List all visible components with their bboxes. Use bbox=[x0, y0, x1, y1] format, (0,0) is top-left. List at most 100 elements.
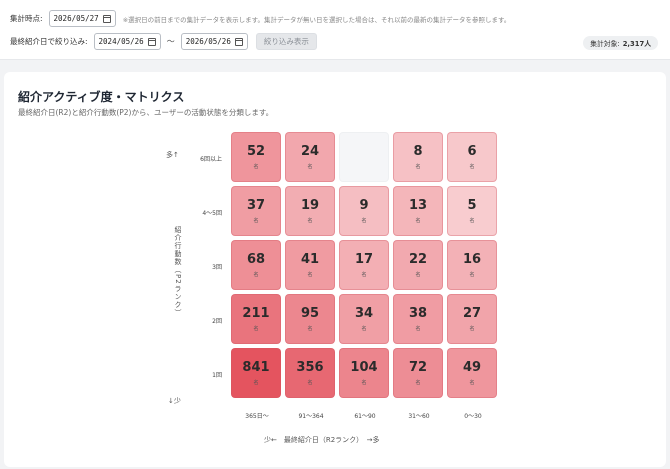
matrix-cell[interactable]: 17 名 bbox=[339, 240, 389, 290]
cell-unit: 名 bbox=[415, 380, 421, 386]
cell-unit: 名 bbox=[415, 218, 421, 224]
filter-panel: 集計時点: 2026/05/27 ※選択日の前日までの集計データを表示します。集… bbox=[0, 0, 670, 60]
cell-count: 34 bbox=[354, 306, 374, 321]
cell-count: 49 bbox=[462, 360, 482, 375]
calendar-icon[interactable] bbox=[234, 37, 243, 46]
as-of-row: 集計時点: 2026/05/27 ※選択日の前日までの集計データを表示します。集… bbox=[10, 10, 510, 27]
cell-unit: 名 bbox=[307, 326, 313, 332]
matrix-cell[interactable]: 37 名 bbox=[231, 186, 281, 236]
matrix-cell[interactable]: 13 名 bbox=[393, 186, 443, 236]
calendar-icon[interactable] bbox=[147, 37, 156, 46]
cell-count: 41 bbox=[300, 252, 320, 267]
cell-unit: 名 bbox=[253, 326, 259, 332]
cell-unit: 名 bbox=[361, 272, 367, 278]
x-axis-label: 少← 最終紹介日（R2ランク） →多 bbox=[264, 436, 380, 444]
cell-count: 95 bbox=[300, 306, 320, 321]
cell-count: 5 bbox=[467, 198, 477, 213]
matrix-cell[interactable]: 19 名 bbox=[285, 186, 335, 236]
total-value: 2,317人 bbox=[622, 40, 651, 48]
y-axis-high: 多↑ bbox=[166, 151, 179, 159]
cell-unit: 名 bbox=[469, 272, 475, 278]
range-row: 最終紹介日で絞り込み: 2024/05/26 〜 2026/05/26 絞り込み… bbox=[10, 33, 317, 50]
as-of-note: ※選択日の前日までの集計データを表示します。集計データが無い日を選択した場合は、… bbox=[122, 15, 511, 24]
cell-count: 841 bbox=[242, 360, 270, 375]
cell-count: 72 bbox=[408, 360, 428, 375]
cell-unit: 名 bbox=[307, 380, 313, 386]
cell-count: 68 bbox=[246, 252, 266, 267]
y-tick-label: 6回以上 bbox=[200, 156, 222, 163]
cell-unit: 名 bbox=[361, 326, 367, 332]
apply-filter-button[interactable]: 絞り込み表示 bbox=[255, 33, 317, 50]
cell-unit: 名 bbox=[253, 164, 259, 170]
cell-unit: 名 bbox=[253, 380, 259, 386]
x-tick-label: 0〜30 bbox=[464, 413, 482, 420]
matrix-cell[interactable]: 52 名 bbox=[231, 132, 281, 182]
matrix-cell[interactable]: 104 名 bbox=[339, 348, 389, 398]
y-axis-low: ↓少 bbox=[168, 397, 181, 405]
matrix-cell[interactable]: 27 名 bbox=[447, 294, 497, 344]
cell-unit: 名 bbox=[307, 272, 313, 278]
cell-unit: 名 bbox=[415, 164, 421, 170]
matrix-cell[interactable]: 211 名 bbox=[231, 294, 281, 344]
cell-unit: 名 bbox=[469, 164, 475, 170]
cell-unit: 名 bbox=[415, 326, 421, 332]
y-tick-label: 3回 bbox=[212, 264, 222, 271]
cell-count: 27 bbox=[462, 306, 482, 321]
as-of-date-input[interactable]: 2026/05/27 bbox=[48, 10, 116, 27]
cell-count: 22 bbox=[408, 252, 428, 267]
matrix-cell[interactable]: 95 名 bbox=[285, 294, 335, 344]
x-tick-label: 365日〜 bbox=[245, 413, 269, 420]
matrix-cell[interactable]: 72 名 bbox=[393, 348, 443, 398]
range-end-value: 2026/05/26 bbox=[185, 37, 231, 46]
cell-unit: 名 bbox=[361, 218, 367, 224]
cell-count: 38 bbox=[408, 306, 428, 321]
as-of-label: 集計時点: bbox=[10, 14, 43, 23]
calendar-icon[interactable] bbox=[102, 14, 111, 23]
y-tick-label: 1回 bbox=[212, 372, 222, 379]
matrix-cell[interactable]: 22 名 bbox=[393, 240, 443, 290]
total-label: 集計対象: bbox=[590, 40, 620, 48]
y-axis-label: 紹介行動数（P2ランク） bbox=[174, 226, 182, 317]
x-tick-label: 31〜60 bbox=[408, 413, 430, 420]
range-separator: 〜 bbox=[166, 37, 175, 46]
matrix-subtitle: 最終紹介日(R2)と紹介行動数(P2)から、ユーザーの活動状態を分類します。 bbox=[18, 108, 274, 117]
cell-unit: 名 bbox=[415, 272, 421, 278]
cell-count: 17 bbox=[354, 252, 374, 267]
cell-count: 6 bbox=[467, 144, 477, 159]
cell-count: 16 bbox=[462, 252, 482, 267]
cell-count: 104 bbox=[350, 360, 378, 375]
cell-count: 8 bbox=[413, 144, 423, 159]
cell-count: 211 bbox=[242, 306, 270, 321]
matrix-cell[interactable]: 34 名 bbox=[339, 294, 389, 344]
range-start-value: 2024/05/26 bbox=[98, 37, 144, 46]
matrix-cell[interactable]: 49 名 bbox=[447, 348, 497, 398]
matrix-cell[interactable]: 16 名 bbox=[447, 240, 497, 290]
cell-count: 52 bbox=[246, 144, 266, 159]
matrix-cell[interactable]: 24 名 bbox=[285, 132, 335, 182]
cell-unit: 名 bbox=[469, 380, 475, 386]
matrix-cell[interactable]: 38 名 bbox=[393, 294, 443, 344]
cell-unit: 名 bbox=[253, 218, 259, 224]
cell-count: 9 bbox=[359, 198, 369, 213]
matrix-cell[interactable]: 41 名 bbox=[285, 240, 335, 290]
matrix-cell[interactable]: 841 名 bbox=[231, 348, 281, 398]
cell-count: 37 bbox=[246, 198, 266, 213]
y-tick-label: 4〜5回 bbox=[202, 210, 222, 217]
matrix-cell[interactable]: 68 名 bbox=[231, 240, 281, 290]
cell-count: 24 bbox=[300, 144, 320, 159]
cell-unit: 名 bbox=[307, 164, 313, 170]
x-tick-label: 61〜90 bbox=[354, 413, 376, 420]
cell-unit: 名 bbox=[253, 272, 259, 278]
matrix-cell[interactable]: 356 名 bbox=[285, 348, 335, 398]
y-tick-label: 2回 bbox=[212, 318, 222, 325]
as-of-date-value: 2026/05/27 bbox=[53, 14, 99, 23]
range-end-input[interactable]: 2026/05/26 bbox=[180, 33, 248, 50]
cell-unit: 名 bbox=[469, 326, 475, 332]
x-tick-label: 91〜364 bbox=[298, 413, 324, 420]
matrix-cell[interactable]: 名 bbox=[339, 132, 389, 182]
range-start-input[interactable]: 2024/05/26 bbox=[93, 33, 161, 50]
